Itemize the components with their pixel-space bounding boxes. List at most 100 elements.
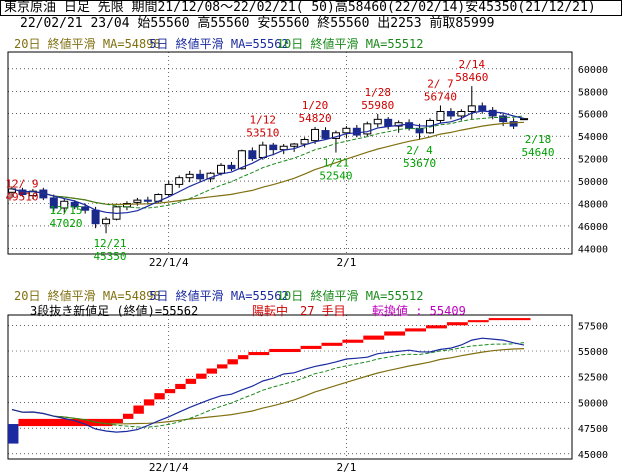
annotation-value: 53510 bbox=[246, 127, 279, 140]
three-line-break-brick bbox=[363, 335, 385, 340]
three-line-break-brick bbox=[300, 345, 322, 349]
annotation-date: 12/21 bbox=[93, 237, 126, 250]
three-line-break-brick bbox=[321, 342, 343, 346]
three-line-break-brick bbox=[237, 355, 249, 360]
candle-body bbox=[164, 183, 173, 196]
header-period-line: 東京原油 日足 先限 期間21/12/08～22/02/21( 50)高5846… bbox=[4, 0, 596, 15]
candle-body bbox=[321, 130, 330, 139]
candle-body bbox=[488, 109, 497, 117]
chart-header: 東京原油 日足 先限 期間21/12/08～22/02/21( 50)高5846… bbox=[0, 0, 624, 32]
annotation-date: 2/18 bbox=[525, 133, 552, 146]
annotation-value: 45350 bbox=[93, 250, 126, 263]
candle-body bbox=[143, 199, 152, 202]
candle-body bbox=[196, 173, 205, 180]
candle-body bbox=[175, 177, 184, 185]
top-ma5-line bbox=[11, 110, 525, 215]
candle-body bbox=[49, 197, 58, 209]
annotation-value: 54820 bbox=[298, 112, 331, 125]
candle-body bbox=[405, 122, 414, 129]
candle-body bbox=[446, 110, 455, 117]
candle-body bbox=[499, 115, 508, 123]
three-line-break-brick bbox=[175, 383, 186, 390]
top-x-tick-label: 22/1/4 bbox=[149, 256, 189, 269]
top-ma10-line bbox=[11, 115, 525, 209]
top-y-tick-label: 52000 bbox=[578, 155, 608, 166]
annotation-date: 2/ 4 bbox=[406, 144, 433, 157]
annotation-value: 54640 bbox=[521, 146, 554, 159]
three-line-break-brick bbox=[185, 378, 197, 384]
top-legend-entry: 10日 終値平滑 MA=55512 bbox=[277, 36, 424, 51]
annotation-value: 56740 bbox=[424, 90, 457, 103]
top-y-tick-label: 44000 bbox=[578, 244, 608, 255]
annotation-value: 58460 bbox=[455, 71, 488, 84]
candle-body bbox=[81, 206, 90, 211]
header-title-box bbox=[0, 0, 622, 16]
top-panel-frame bbox=[7, 51, 573, 255]
annotation-value: 55980 bbox=[361, 99, 394, 112]
top-y-tick-label: 54000 bbox=[578, 132, 608, 143]
candle-body bbox=[352, 127, 361, 136]
three-line-break-brick bbox=[112, 418, 123, 423]
candle-body bbox=[217, 164, 225, 174]
annotation-value: 49510 bbox=[5, 191, 38, 204]
candle-body bbox=[133, 199, 142, 203]
candle-body bbox=[60, 200, 69, 209]
annotation-date: 1/12 bbox=[250, 114, 277, 127]
candle-body bbox=[478, 105, 487, 111]
annotation-date: 12/15 bbox=[49, 204, 82, 217]
three-line-break-brick bbox=[227, 359, 238, 365]
three-line-break-brick bbox=[18, 418, 113, 427]
bottom-info-close: 3段抜き新値足 (終値)=55562 bbox=[30, 303, 198, 318]
three-line-break-brick bbox=[143, 399, 155, 406]
bottom-ma5-line bbox=[11, 337, 525, 433]
three-line-break-brick bbox=[342, 339, 364, 343]
candle-body bbox=[70, 201, 79, 208]
annotation-value: 53670 bbox=[403, 157, 436, 170]
bottom-x-tick-label: 2/1 bbox=[336, 461, 356, 474]
three-line-break-brick bbox=[467, 320, 489, 323]
annotation-value: 47020 bbox=[49, 217, 82, 230]
bottom-y-tick-label: 45000 bbox=[578, 450, 608, 461]
candle-body bbox=[258, 144, 267, 158]
bottom-info-reversal: 転換値 : 55409 bbox=[372, 303, 466, 318]
bottom-info-status: 陽転中 bbox=[252, 303, 288, 318]
candle-body bbox=[290, 143, 299, 147]
three-line-break-brick bbox=[217, 364, 228, 369]
bottom-y-tick-label: 55000 bbox=[578, 347, 608, 358]
three-line-break-brick bbox=[384, 331, 406, 336]
candle-body bbox=[373, 118, 382, 125]
candle-body bbox=[237, 150, 246, 170]
top-y-tick-label: 46000 bbox=[578, 222, 608, 233]
three-line-break-brick bbox=[405, 328, 426, 332]
top-y-tick-label: 58000 bbox=[578, 87, 608, 98]
candle-body bbox=[300, 139, 309, 145]
three-line-break-brick bbox=[8, 424, 19, 444]
candle-body bbox=[269, 144, 278, 151]
bottom-info-count: 27 手目 bbox=[300, 304, 346, 318]
three-line-break-brick bbox=[154, 393, 165, 400]
top-y-tick-label: 56000 bbox=[578, 110, 608, 121]
candle-body bbox=[248, 150, 257, 160]
top-y-tick-label: 48000 bbox=[578, 200, 608, 211]
candle-body bbox=[457, 110, 466, 117]
candle-body bbox=[436, 110, 445, 121]
bottom-legend-entry: 10日 終値平滑 MA=55512 bbox=[277, 288, 424, 303]
annotation-date: 1/28 bbox=[365, 86, 392, 99]
candle-body bbox=[384, 118, 393, 127]
top-legend-entry: 20日 終値平滑 MA=54898 bbox=[14, 36, 161, 51]
annotation-value: 52540 bbox=[319, 170, 352, 183]
three-line-break-brick bbox=[133, 405, 144, 414]
three-line-break-brick bbox=[248, 352, 270, 356]
three-line-break-brick bbox=[206, 368, 217, 374]
candle-body bbox=[311, 128, 320, 142]
bottom-panel-frame bbox=[7, 314, 573, 460]
three-line-break-brick bbox=[122, 413, 134, 419]
candle-body bbox=[363, 123, 372, 135]
candle-body bbox=[227, 164, 236, 170]
three-line-break-brick bbox=[426, 325, 447, 329]
bottom-ma10-line bbox=[11, 342, 525, 428]
annotation-date: 2/ 7 bbox=[427, 77, 454, 90]
annotation-date: 1/20 bbox=[302, 99, 329, 112]
header-latest-quote-line: 22/02/21 23/04 始55560 高55560 安55560 終555… bbox=[20, 16, 495, 31]
top-x-tick-label: 2/1 bbox=[336, 256, 356, 269]
